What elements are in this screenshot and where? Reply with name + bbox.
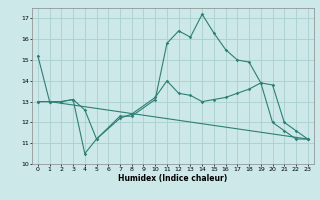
X-axis label: Humidex (Indice chaleur): Humidex (Indice chaleur) [118,174,228,183]
